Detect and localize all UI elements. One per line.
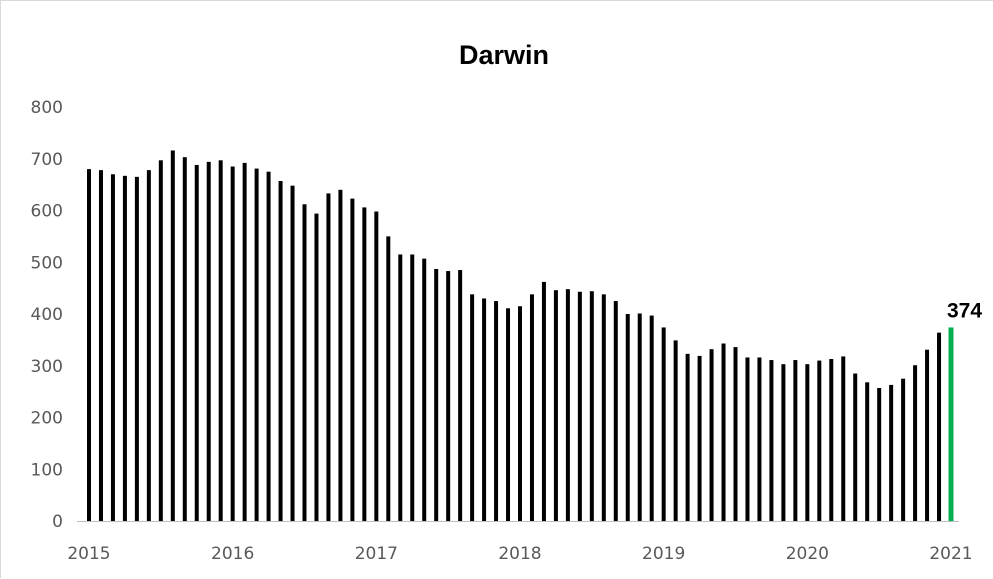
- x-tick-label: 2015: [67, 544, 110, 564]
- y-tick-label: 100: [31, 460, 63, 480]
- bar: [565, 289, 570, 521]
- chart-title: Darwin: [459, 40, 549, 70]
- bar: [613, 301, 618, 521]
- bar: [218, 160, 223, 522]
- bar: [194, 164, 199, 521]
- y-tick-label: 200: [31, 409, 63, 429]
- bar: [529, 294, 534, 521]
- x-tick-label: 2017: [355, 544, 398, 564]
- bar: [805, 364, 810, 521]
- bar: [721, 343, 726, 521]
- bar: [458, 270, 463, 521]
- bar: [793, 360, 798, 521]
- x-tick-label: 2021: [929, 544, 972, 564]
- last-value-label: 374: [947, 299, 982, 322]
- y-tick-label: 500: [31, 253, 63, 273]
- bar: [386, 236, 391, 522]
- bar: [434, 268, 439, 521]
- bar: [877, 388, 882, 521]
- x-axis-tick-labels: 2015 2016 2017 2018 2019 2020 2021: [67, 544, 972, 564]
- bar: [494, 301, 499, 521]
- bar: [506, 308, 511, 521]
- bar: [230, 166, 235, 521]
- bar: [482, 298, 487, 521]
- bar: [158, 160, 163, 522]
- bar: [302, 204, 307, 522]
- bar: [182, 157, 187, 521]
- y-tick-label: 800: [31, 98, 63, 118]
- bar: [577, 291, 582, 521]
- bar: [697, 355, 702, 521]
- bar: [769, 360, 774, 521]
- bar: [146, 170, 151, 521]
- bar: [625, 314, 630, 521]
- bar: [661, 327, 666, 521]
- bar: [362, 207, 367, 521]
- bar: [87, 169, 91, 521]
- bar: [913, 365, 918, 521]
- bar: [290, 185, 295, 521]
- bar: [134, 176, 139, 522]
- bar: [937, 332, 942, 521]
- y-tick-label: 300: [31, 357, 63, 377]
- bar: [541, 281, 546, 521]
- y-tick-label: 600: [31, 202, 63, 222]
- x-tick-label: 2020: [786, 544, 829, 564]
- bar: [374, 211, 379, 521]
- bar: [709, 349, 714, 521]
- bar: [422, 258, 427, 521]
- bar: [901, 378, 906, 521]
- bar-highlight: [948, 327, 954, 521]
- bar: [170, 150, 175, 521]
- bar: [350, 198, 355, 521]
- bar: [98, 170, 103, 521]
- x-tick-label: 2016: [211, 544, 254, 564]
- y-tick-label: 0: [52, 512, 63, 532]
- bar: [314, 213, 319, 521]
- bar: [446, 271, 451, 521]
- y-tick-label: 700: [31, 150, 63, 170]
- bar: [518, 306, 522, 521]
- y-axis-tick-labels: 0 100 200 300 400 500 600 700 800: [31, 98, 63, 532]
- bar: [410, 254, 415, 522]
- bar: [398, 254, 403, 522]
- bar: [589, 291, 594, 521]
- bar: [925, 349, 930, 521]
- bar: [733, 347, 738, 521]
- bar: [637, 313, 642, 521]
- bar: [853, 373, 858, 521]
- bar: [649, 315, 654, 521]
- bar: [673, 340, 678, 521]
- bar: [781, 364, 786, 521]
- bar: [266, 171, 271, 521]
- bar: [601, 294, 606, 521]
- bar: [110, 174, 115, 521]
- bar: [122, 175, 127, 521]
- bar: [685, 353, 690, 521]
- bar: [326, 193, 331, 522]
- bar: [829, 359, 834, 521]
- bar: [338, 189, 343, 522]
- bar: [278, 181, 283, 521]
- bar: [757, 357, 762, 521]
- bar: [745, 357, 750, 521]
- bars: [87, 150, 954, 522]
- bar: [254, 168, 259, 521]
- bar: [865, 382, 870, 521]
- x-tick-label: 2019: [642, 544, 685, 564]
- bar: [206, 161, 211, 521]
- bar: [817, 360, 822, 521]
- bar: [553, 290, 558, 521]
- bar: [470, 294, 475, 521]
- bar: [841, 356, 846, 521]
- y-tick-label: 400: [31, 305, 63, 325]
- bar: [242, 162, 247, 521]
- bar: [889, 384, 894, 521]
- x-tick-label: 2018: [498, 544, 541, 564]
